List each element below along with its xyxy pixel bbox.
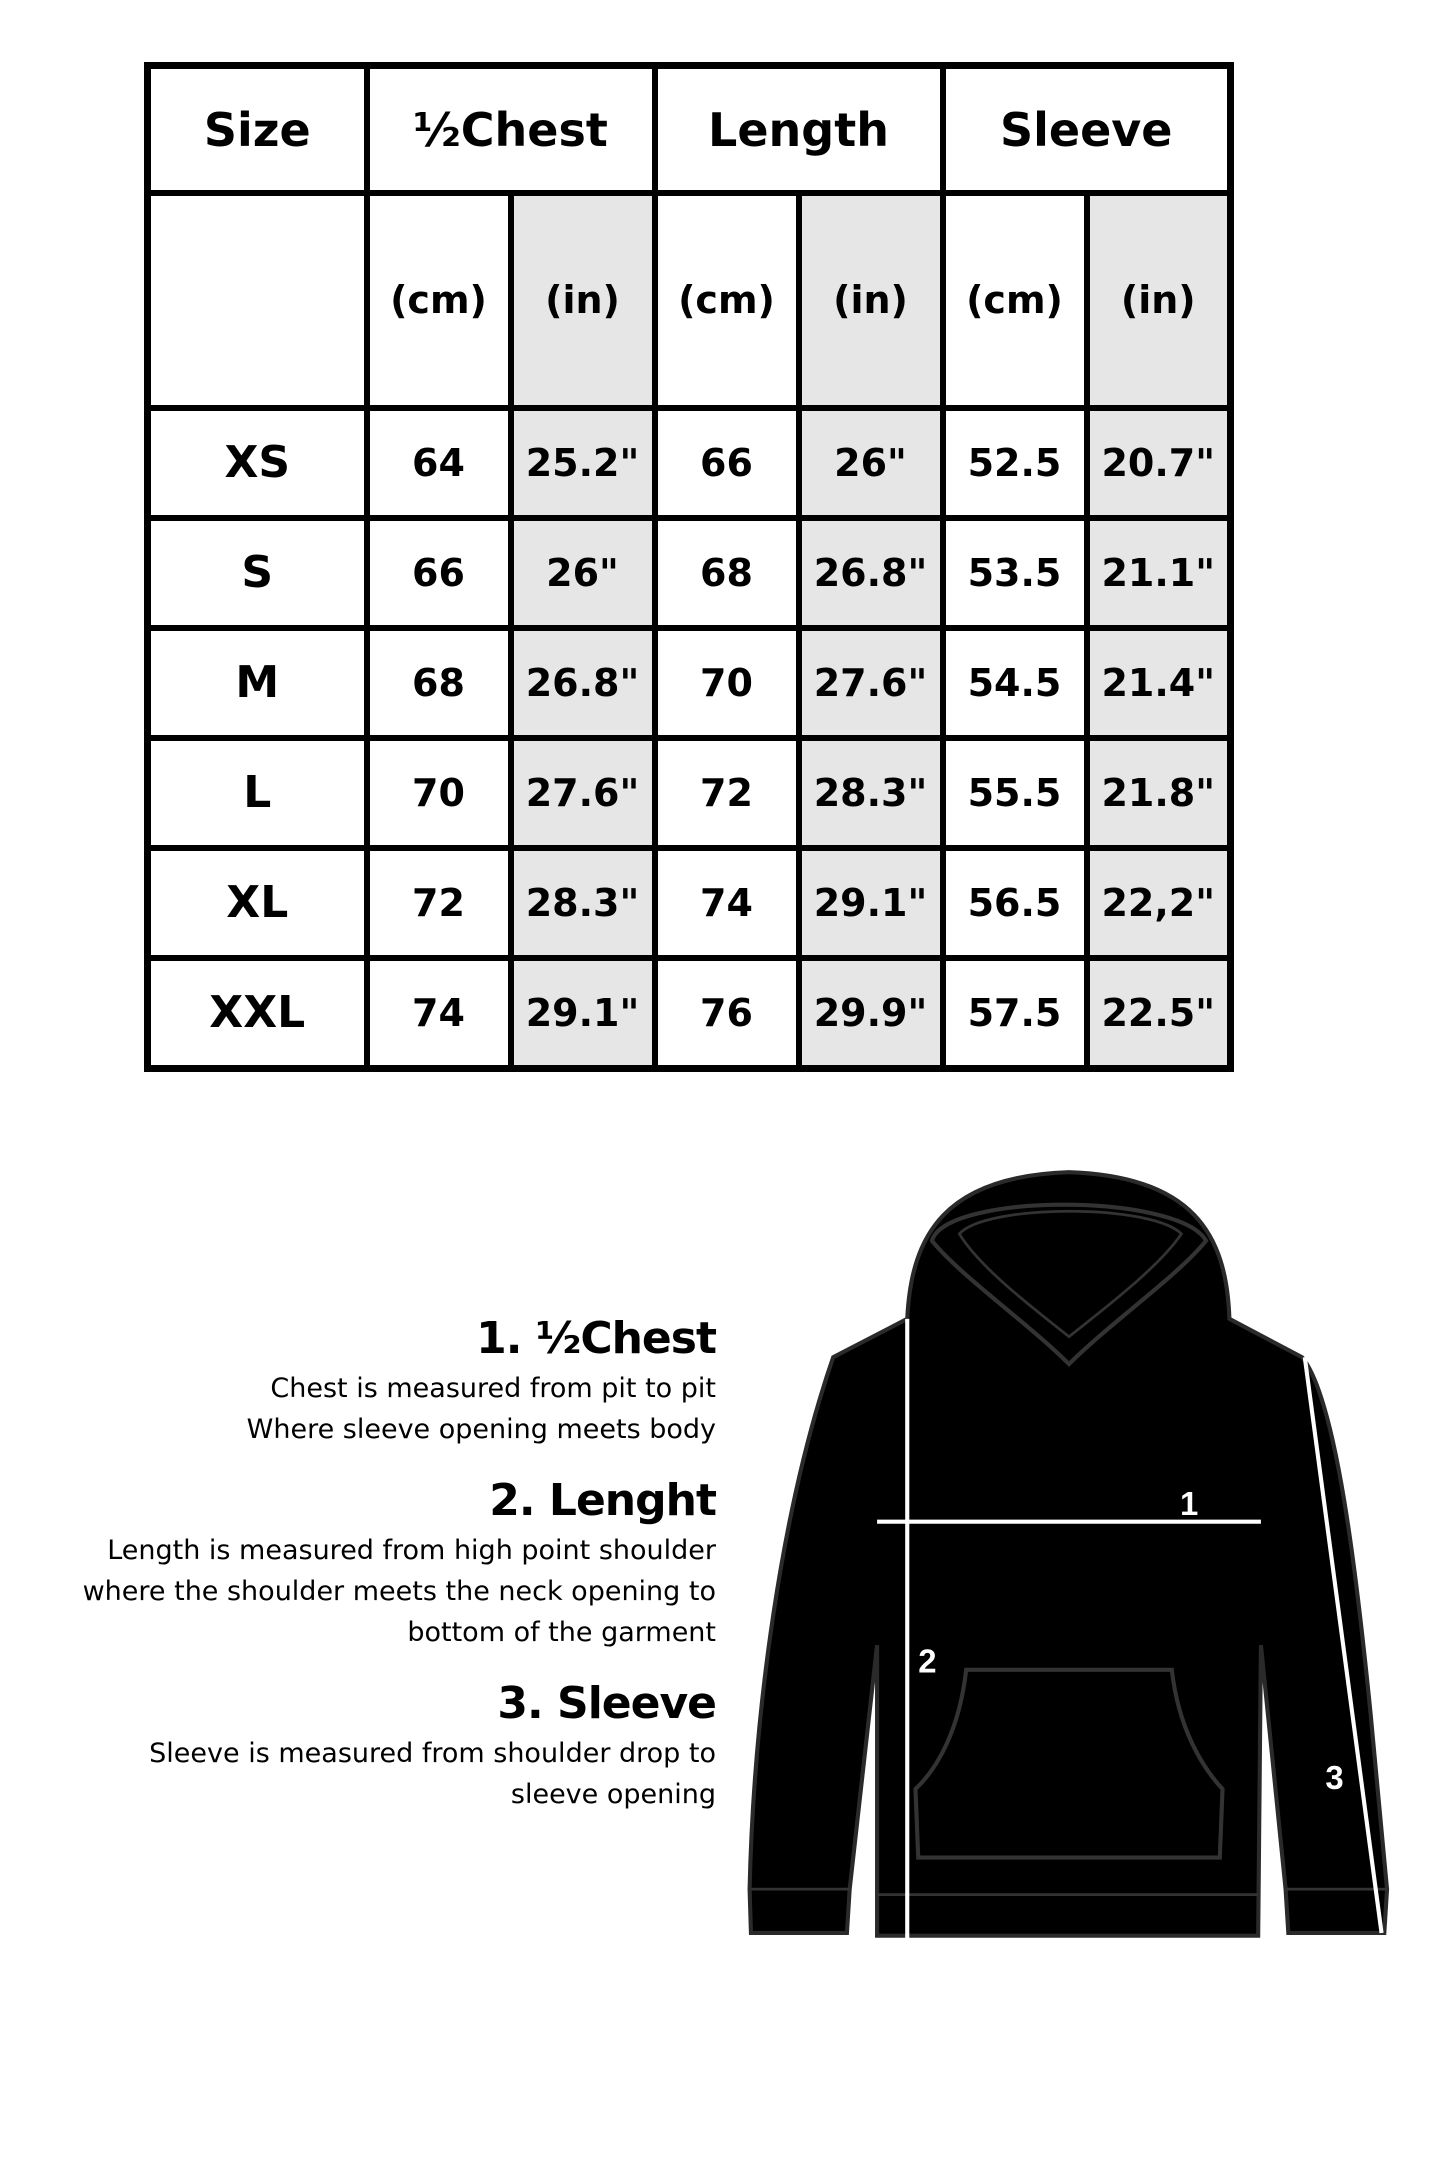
note-line: sleeve opening <box>510 1779 716 1810</box>
table-row: XXL 74 29.1" 76 29.9" 57.5 22.5" <box>144 954 1234 1072</box>
measurement-cell: 66 <box>363 514 514 631</box>
note-description: Length is measured from high point shoul… <box>0 1530 716 1653</box>
size-chart-table: Size ½Chest Length Sleeve (cm) (in) (cm) (i… <box>144 62 1234 1072</box>
measurement-cell: 55.5 <box>939 734 1090 851</box>
measurement-cell: 70 <box>651 624 802 741</box>
measurement-notes: 1. ½Chest Chest is measured from pit to p… <box>0 1310 717 1837</box>
table-row: S 66 26" 68 26.8" 53.5 21.1" <box>144 514 1234 631</box>
measurement-cell: 68 <box>363 624 514 741</box>
measurement-cell: 28.3" <box>795 734 946 851</box>
hoodie-diagram: 1 2 3 <box>747 1170 1390 1940</box>
table-row: L 70 27.6" 72 28.3" 55.5 21.8" <box>144 734 1234 851</box>
measurement-cell: 56.5 <box>939 844 1090 961</box>
unit-row: (cm) (in) (cm) (in) (cm) (in) <box>144 190 1234 411</box>
measurement-cell: 66 <box>651 404 802 521</box>
measurement-cell: 29.1" <box>795 844 946 961</box>
measurement-cell: 22.5" <box>1083 954 1234 1072</box>
label-chest: 1 <box>1180 1485 1198 1522</box>
note-title: 3. Sleeve <box>497 1678 717 1729</box>
sleeve-line <box>1302 1356 1384 1934</box>
cuff-lines <box>750 1887 1388 1896</box>
unit-cell: (in) <box>507 190 658 411</box>
measurement-cell: 29.1" <box>507 954 658 1072</box>
measurement-cell: 70 <box>363 734 514 851</box>
unit-cell-empty <box>144 190 370 411</box>
note-title: 2. Lenght <box>489 1475 717 1526</box>
measurement-cell: 27.6" <box>795 624 946 741</box>
hood-inner <box>957 1209 1184 1339</box>
measurement-cell: 68 <box>651 514 802 631</box>
note-title: 1. ½Chest <box>476 1313 717 1364</box>
hood-opening <box>929 1202 1209 1367</box>
measurement-cell: 72 <box>363 844 514 961</box>
note-line: Where sleeve opening meets body <box>246 1414 716 1445</box>
measurement-cell: 21.1" <box>1083 514 1234 631</box>
size-label: XL <box>144 844 370 961</box>
size-label: L <box>144 734 370 851</box>
table-row: M 68 26.8" 70 27.6" 54.5 21.4" <box>144 624 1234 741</box>
measurement-cell: 74 <box>363 954 514 1072</box>
measure-lines <box>877 1318 1384 1940</box>
table-row: XS 64 25.2" 66 26" 52.5 20.7" <box>144 404 1234 521</box>
measurement-cell: 21.4" <box>1083 624 1234 741</box>
measurement-cell: 57.5 <box>939 954 1090 1072</box>
measurement-cell: 21.8" <box>1083 734 1234 851</box>
unit-cell: (in) <box>795 190 946 411</box>
size-label: S <box>144 514 370 631</box>
header-length: Length <box>651 62 946 196</box>
table-row: XL 72 28.3" 74 29.1" 56.5 22,2" <box>144 844 1234 961</box>
note-line: Chest is measured from pit to pit <box>270 1373 716 1404</box>
note-description: Sleeve is measured from shoulder drop to… <box>0 1733 716 1815</box>
measurement-cell: 74 <box>651 844 802 961</box>
hoodie-icon <box>747 1170 1390 1938</box>
measurement-cell: 52.5 <box>939 404 1090 521</box>
note-line: Sleeve is measured from shoulder drop to <box>149 1738 716 1769</box>
size-label: M <box>144 624 370 741</box>
unit-cell: (cm) <box>363 190 514 411</box>
measurement-cell: 28.3" <box>507 844 658 961</box>
measurement-cell: 25.2" <box>507 404 658 521</box>
label-sleeve: 3 <box>1325 1759 1343 1796</box>
size-label: XS <box>144 404 370 521</box>
measurement-cell: 26.8" <box>795 514 946 631</box>
size-label: XXL <box>144 954 370 1072</box>
measurement-cell: 53.5 <box>939 514 1090 631</box>
measurement-cell: 20.7" <box>1083 404 1234 521</box>
unit-cell: (cm) <box>939 190 1090 411</box>
measurement-cell: 72 <box>651 734 802 851</box>
header-sleeve: Sleeve <box>939 62 1234 196</box>
note-line: bottom of the garment <box>407 1617 716 1648</box>
header-size: Size <box>144 62 370 196</box>
measurement-cell: 22,2" <box>1083 844 1234 961</box>
measurement-cell: 54.5 <box>939 624 1090 741</box>
measurement-cell: 76 <box>651 954 802 1072</box>
header-chest: ½Chest <box>363 62 658 196</box>
measurement-cell: 64 <box>363 404 514 521</box>
header-row: Size ½Chest Length Sleeve <box>144 62 1234 196</box>
unit-cell: (in) <box>1083 190 1234 411</box>
note-line: Length is measured from high point shoul… <box>107 1535 716 1566</box>
measurement-cell: 26" <box>507 514 658 631</box>
note-line: where the shoulder meets the neck openin… <box>82 1576 716 1607</box>
measurement-cell: 26" <box>795 404 946 521</box>
label-length: 2 <box>918 1643 936 1680</box>
measurement-cell: 29.9" <box>795 954 946 1072</box>
measurement-cell: 27.6" <box>507 734 658 851</box>
measurement-cell: 26.8" <box>507 624 658 741</box>
pocket <box>913 1667 1225 1860</box>
unit-cell: (cm) <box>651 190 802 411</box>
note-description: Chest is measured from pit to pit Where s… <box>0 1368 716 1450</box>
